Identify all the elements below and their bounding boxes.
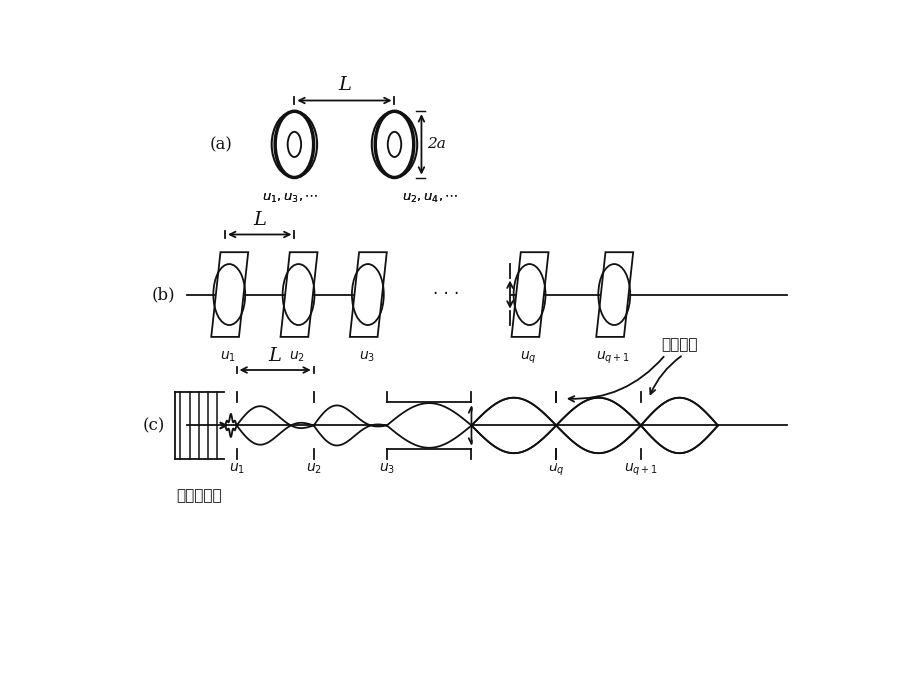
Text: 2a: 2a: [426, 137, 445, 151]
Text: $u_3$: $u_3$: [379, 462, 394, 476]
Text: (b): (b): [152, 286, 175, 303]
Text: $u_q$: $u_q$: [548, 462, 564, 478]
Text: $u_q$: $u_q$: [519, 350, 536, 366]
Polygon shape: [511, 253, 548, 337]
Text: L: L: [337, 77, 350, 95]
Text: $u_1$: $u_1$: [220, 350, 236, 364]
Text: (a): (a): [210, 136, 233, 153]
Text: 2a: 2a: [477, 418, 496, 433]
Polygon shape: [596, 253, 632, 337]
Ellipse shape: [275, 111, 313, 177]
Text: $u_2$: $u_2$: [305, 462, 322, 476]
Polygon shape: [280, 253, 317, 337]
Text: $u_{q+1}$: $u_{q+1}$: [623, 462, 657, 478]
Text: L: L: [268, 346, 281, 364]
Ellipse shape: [375, 111, 414, 177]
Text: $u_1, u_3, \cdots$: $u_1, u_3, \cdots$: [262, 192, 319, 205]
Text: 初始入射波: 初始入射波: [176, 489, 221, 504]
Text: 自再现模: 自再现模: [661, 337, 697, 353]
Text: 2a: 2a: [516, 288, 535, 302]
Text: $u_3$: $u_3$: [358, 350, 374, 364]
Text: · · ·: · · ·: [433, 285, 460, 303]
Text: (c): (c): [142, 417, 165, 434]
Text: $u_2, u_4, \cdots$: $u_2, u_4, \cdots$: [402, 192, 459, 205]
Polygon shape: [211, 253, 248, 337]
Text: $u_2$: $u_2$: [289, 350, 305, 364]
Text: $u_{q+1}$: $u_{q+1}$: [596, 350, 630, 366]
Text: $u_2, u_4, \cdots$: $u_2, u_4, \cdots$: [402, 192, 459, 205]
Text: L: L: [253, 211, 266, 229]
Polygon shape: [349, 253, 386, 337]
Text: $u_1, u_3, \cdots$: $u_1, u_3, \cdots$: [262, 192, 319, 205]
Text: $u_1$: $u_1$: [229, 462, 244, 476]
